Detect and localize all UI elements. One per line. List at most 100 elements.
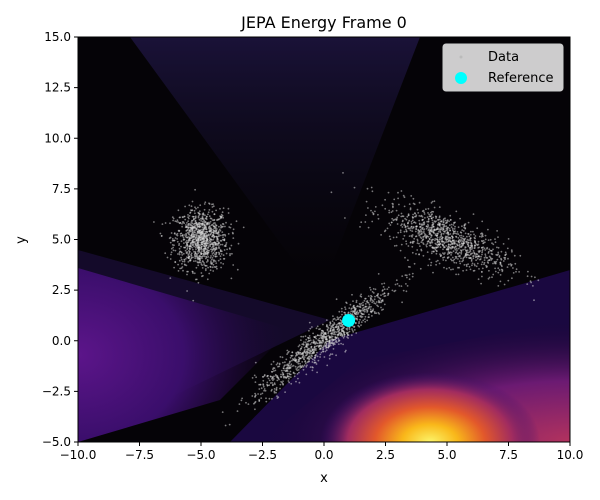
data-point (203, 255, 206, 258)
data-point (198, 210, 201, 213)
data-point (398, 285, 401, 287)
data-point (231, 252, 233, 255)
data-point (221, 234, 224, 237)
data-point (187, 227, 190, 230)
data-point (318, 348, 321, 350)
data-point (441, 236, 444, 239)
data-point (280, 376, 283, 378)
data-point (481, 248, 484, 251)
data-point (459, 240, 462, 243)
data-point (190, 205, 193, 208)
data-point (182, 269, 184, 272)
data-point (207, 266, 210, 269)
y-axis-ticks: −5.0−2.50.02.55.07.510.012.515.0 (42, 30, 78, 449)
data-point (272, 360, 275, 363)
data-point (422, 254, 425, 257)
data-point (428, 232, 431, 235)
data-point (353, 309, 356, 311)
data-point (206, 254, 209, 256)
data-point (205, 241, 207, 243)
data-point (192, 272, 194, 274)
data-point (194, 260, 197, 262)
data-point (170, 247, 173, 250)
data-point (181, 225, 184, 228)
data-point (304, 360, 306, 363)
data-point (279, 387, 281, 390)
data-point (472, 250, 475, 252)
data-point (360, 293, 362, 296)
data-point (323, 343, 326, 345)
data-point (381, 204, 384, 207)
data-point (174, 237, 177, 239)
data-point (197, 257, 199, 259)
data-point (478, 268, 480, 270)
data-point (473, 263, 476, 266)
data-point (287, 364, 290, 366)
data-point (209, 248, 212, 251)
data-point (390, 211, 393, 214)
data-point (414, 222, 417, 224)
data-point (506, 247, 509, 250)
legend-reference-label: Reference (488, 71, 553, 86)
data-point (183, 222, 186, 225)
data-point (325, 319, 328, 321)
data-point (327, 334, 330, 337)
data-point (455, 240, 457, 242)
data-point (366, 310, 369, 312)
data-point (359, 295, 362, 297)
data-point (181, 260, 184, 263)
data-point (460, 249, 463, 252)
data-point (468, 239, 470, 242)
data-point (193, 245, 196, 248)
data-point (189, 224, 192, 226)
data-point (315, 363, 318, 365)
data-point (283, 376, 285, 379)
data-point (471, 244, 473, 247)
data-point (487, 262, 490, 264)
data-point (443, 223, 446, 226)
data-point (186, 231, 189, 234)
data-point (437, 232, 439, 235)
data-point (480, 255, 482, 258)
data-point (180, 267, 183, 270)
data-point (295, 368, 298, 370)
data-point (464, 227, 467, 229)
data-point (237, 242, 240, 245)
data-point (483, 256, 486, 259)
legend-data-label: Data (488, 50, 519, 65)
data-point (298, 371, 300, 374)
data-point (492, 243, 495, 246)
data-point (197, 250, 199, 253)
data-point (532, 285, 534, 287)
data-point (274, 373, 277, 376)
data-point (473, 239, 476, 242)
data-point (358, 309, 361, 312)
data-point (445, 225, 448, 228)
data-point (280, 373, 282, 376)
data-point (365, 214, 367, 217)
data-point (459, 262, 462, 265)
data-point (232, 232, 234, 235)
data-point (518, 271, 520, 273)
data-point (205, 268, 207, 270)
data-point (298, 359, 300, 362)
data-point (348, 328, 351, 330)
data-point (289, 370, 292, 373)
data-point (498, 256, 501, 258)
data-point (481, 275, 483, 278)
data-point (302, 365, 305, 368)
data-point (282, 373, 285, 376)
data-point (455, 232, 458, 235)
data-point (275, 363, 278, 366)
data-point (312, 366, 314, 369)
data-point (500, 258, 503, 261)
data-point (498, 269, 501, 271)
data-point (446, 248, 448, 250)
data-point (450, 226, 453, 229)
data-point (343, 333, 346, 336)
data-point (427, 207, 430, 210)
data-point (308, 340, 311, 342)
data-point (416, 238, 419, 241)
data-point (481, 267, 484, 270)
data-point (313, 351, 315, 353)
